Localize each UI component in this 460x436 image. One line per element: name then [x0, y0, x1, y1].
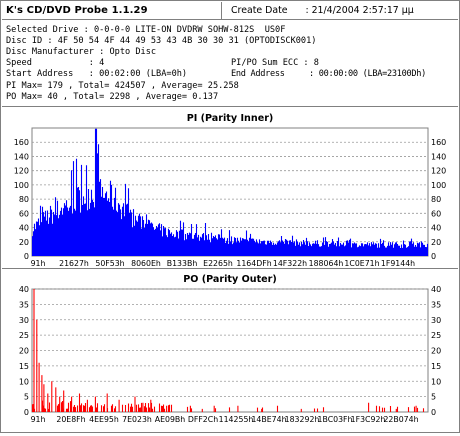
app-title: K's CD/DVD Probe 1.1.29 [6, 5, 148, 16]
title-rule [2, 19, 458, 20]
po-ytick-right: 40 [431, 285, 441, 294]
pi-chart: 0 0 20 20 40 40 60 60 80 80 100 100 120 120 140 140 160 1… [14, 127, 446, 268]
po-xtick: DFF2Ch [188, 415, 218, 424]
po-ytick-right: 20 [431, 347, 441, 356]
po-ytick-left: 10 [19, 377, 29, 386]
selected-drive: Selected Drive : 0-0-0-0 LITE-ON DVDRW S… [6, 25, 286, 35]
pi-bars [31, 128, 429, 256]
po-xtick: 114255h [219, 415, 254, 424]
pi-ytick-left: 100 [14, 181, 29, 190]
pi-ytick-left: 160 [14, 138, 29, 147]
pi-ytick-right: 80 [431, 195, 441, 204]
pi-ytick-left: 40 [19, 224, 29, 233]
speed: Speed : 4 [6, 58, 105, 68]
po-xtick: AE09Bh [155, 415, 186, 424]
po-ytick-right: 30 [431, 316, 441, 325]
po-ytick-right: 10 [431, 377, 441, 386]
pi-xtick: 50F53h [95, 259, 124, 268]
pi-chart-title: PI (Parity Inner) [186, 113, 274, 124]
pi-xtick: B133Bh [167, 259, 198, 268]
po-ytick-left: 25 [19, 331, 29, 340]
po-xtick: 1BC03Fh [318, 415, 353, 424]
pi-xtick: 21627h [59, 259, 89, 268]
pi-chart-panel: PI (Parity Inner) 0 0 20 20 40 40 60 60 80 80 100 1… [2, 108, 458, 269]
pi-ytick-left: 60 [19, 209, 29, 218]
title-divider [221, 2, 222, 19]
po-ytick-left: 40 [19, 285, 29, 294]
pi-ytick-right: 40 [431, 224, 441, 233]
create-date-label: Create Date [231, 5, 288, 16]
create-date-value: : 21/4/2004 2:57:17 µµ [305, 5, 414, 16]
po-bar-series [31, 289, 425, 412]
pi-ytick-right: 20 [431, 238, 441, 247]
pi-xtick: E2265h [203, 259, 233, 268]
pi-xtick: 1C0E71h [344, 259, 379, 268]
po-xtick: 91h [31, 415, 46, 424]
pi-ytick-left: 20 [19, 238, 29, 247]
po-ytick-right: 25 [431, 331, 441, 340]
pi-stats: PI Max= 179 , Total= 424507 , Average= 2… [6, 81, 239, 91]
po-xtick: 20E8Fh [56, 415, 85, 424]
pi-ytick-right: 60 [431, 209, 441, 218]
po-ytick-left: 15 [19, 362, 29, 371]
pi-xtick: 1164DFh [236, 259, 271, 268]
pi-bar-series [31, 128, 429, 256]
pi-ytick-right: 120 [431, 167, 446, 176]
pi-ytick-right: 160 [431, 138, 446, 147]
disc-manufacturer: Disc Manufacturer : Opto Disc [6, 47, 157, 57]
start-address: Start Address : 00:02:00 (LBA=0h) [6, 69, 188, 79]
po-ytick-left: 30 [19, 316, 29, 325]
po-ytick-left: 0 [24, 408, 29, 417]
po-xtick: 183292h [285, 415, 320, 424]
pi-ytick-left: 140 [14, 152, 29, 161]
pi-xtick: 14F322h [273, 259, 307, 268]
po-xtick: 4EE95h [89, 415, 119, 424]
po-stats: PO Max= 40 , Total= 2298 , Average= 0.13… [6, 92, 219, 102]
po-xtick: 14BE74h [251, 415, 286, 424]
pi-ytick-left: 0 [24, 252, 29, 261]
pi-xtick: 1F9144h [381, 259, 415, 268]
po-chart-title: PO (Parity Outer) [183, 274, 277, 285]
pi-ytick-right: 100 [431, 181, 446, 190]
pi-xtick: 188064h [309, 259, 344, 268]
create-date: Create Date : 21/4/2004 2:57:17 µµ [231, 5, 414, 16]
po-ytick-left: 35 [19, 300, 29, 309]
pi-ytick-left: 120 [14, 167, 29, 176]
po-xtick: 1F3C92h [351, 415, 386, 424]
po-ytick-right: 0 [431, 408, 436, 417]
po-chart: 0 0 5 5 10 10 15 15 20 20 25 25 30 30 35 35 40 40 91h 20E8F… [19, 285, 441, 424]
pipo-sum-ecc: PI/PO Sum ECC : 8 [231, 58, 319, 68]
pi-ytick-left: 80 [19, 195, 29, 204]
po-ytick-right: 5 [431, 393, 436, 402]
disc-id: Disc ID : 4F 50 54 4F 44 49 53 43 4B 30 … [6, 36, 317, 46]
disc-info-panel: K's CD/DVD Probe 1.1.29 Create Date : 21… [2, 2, 458, 107]
po-ytick-right: 35 [431, 300, 441, 309]
po-xtick: 22B074h [383, 415, 418, 424]
pi-xtick: 8060Eh [131, 259, 161, 268]
pi-xtick: 91h [31, 259, 46, 268]
pi-ytick-right: 140 [431, 152, 446, 161]
po-bars [31, 289, 425, 412]
po-ytick-right: 15 [431, 362, 441, 371]
po-ytick-left: 20 [19, 347, 29, 356]
po-ytick-left: 5 [24, 393, 29, 402]
pi-ytick-right: 0 [431, 252, 436, 261]
po-xtick: 7E023h [122, 415, 152, 424]
end-address: End Address : 00:00:00 (LBA=23100Dh) [231, 69, 426, 79]
po-chart-panel: PO (Parity Outer) 0 0 5 5 10 10 15 15 20 20 25 25 30… [2, 269, 458, 432]
